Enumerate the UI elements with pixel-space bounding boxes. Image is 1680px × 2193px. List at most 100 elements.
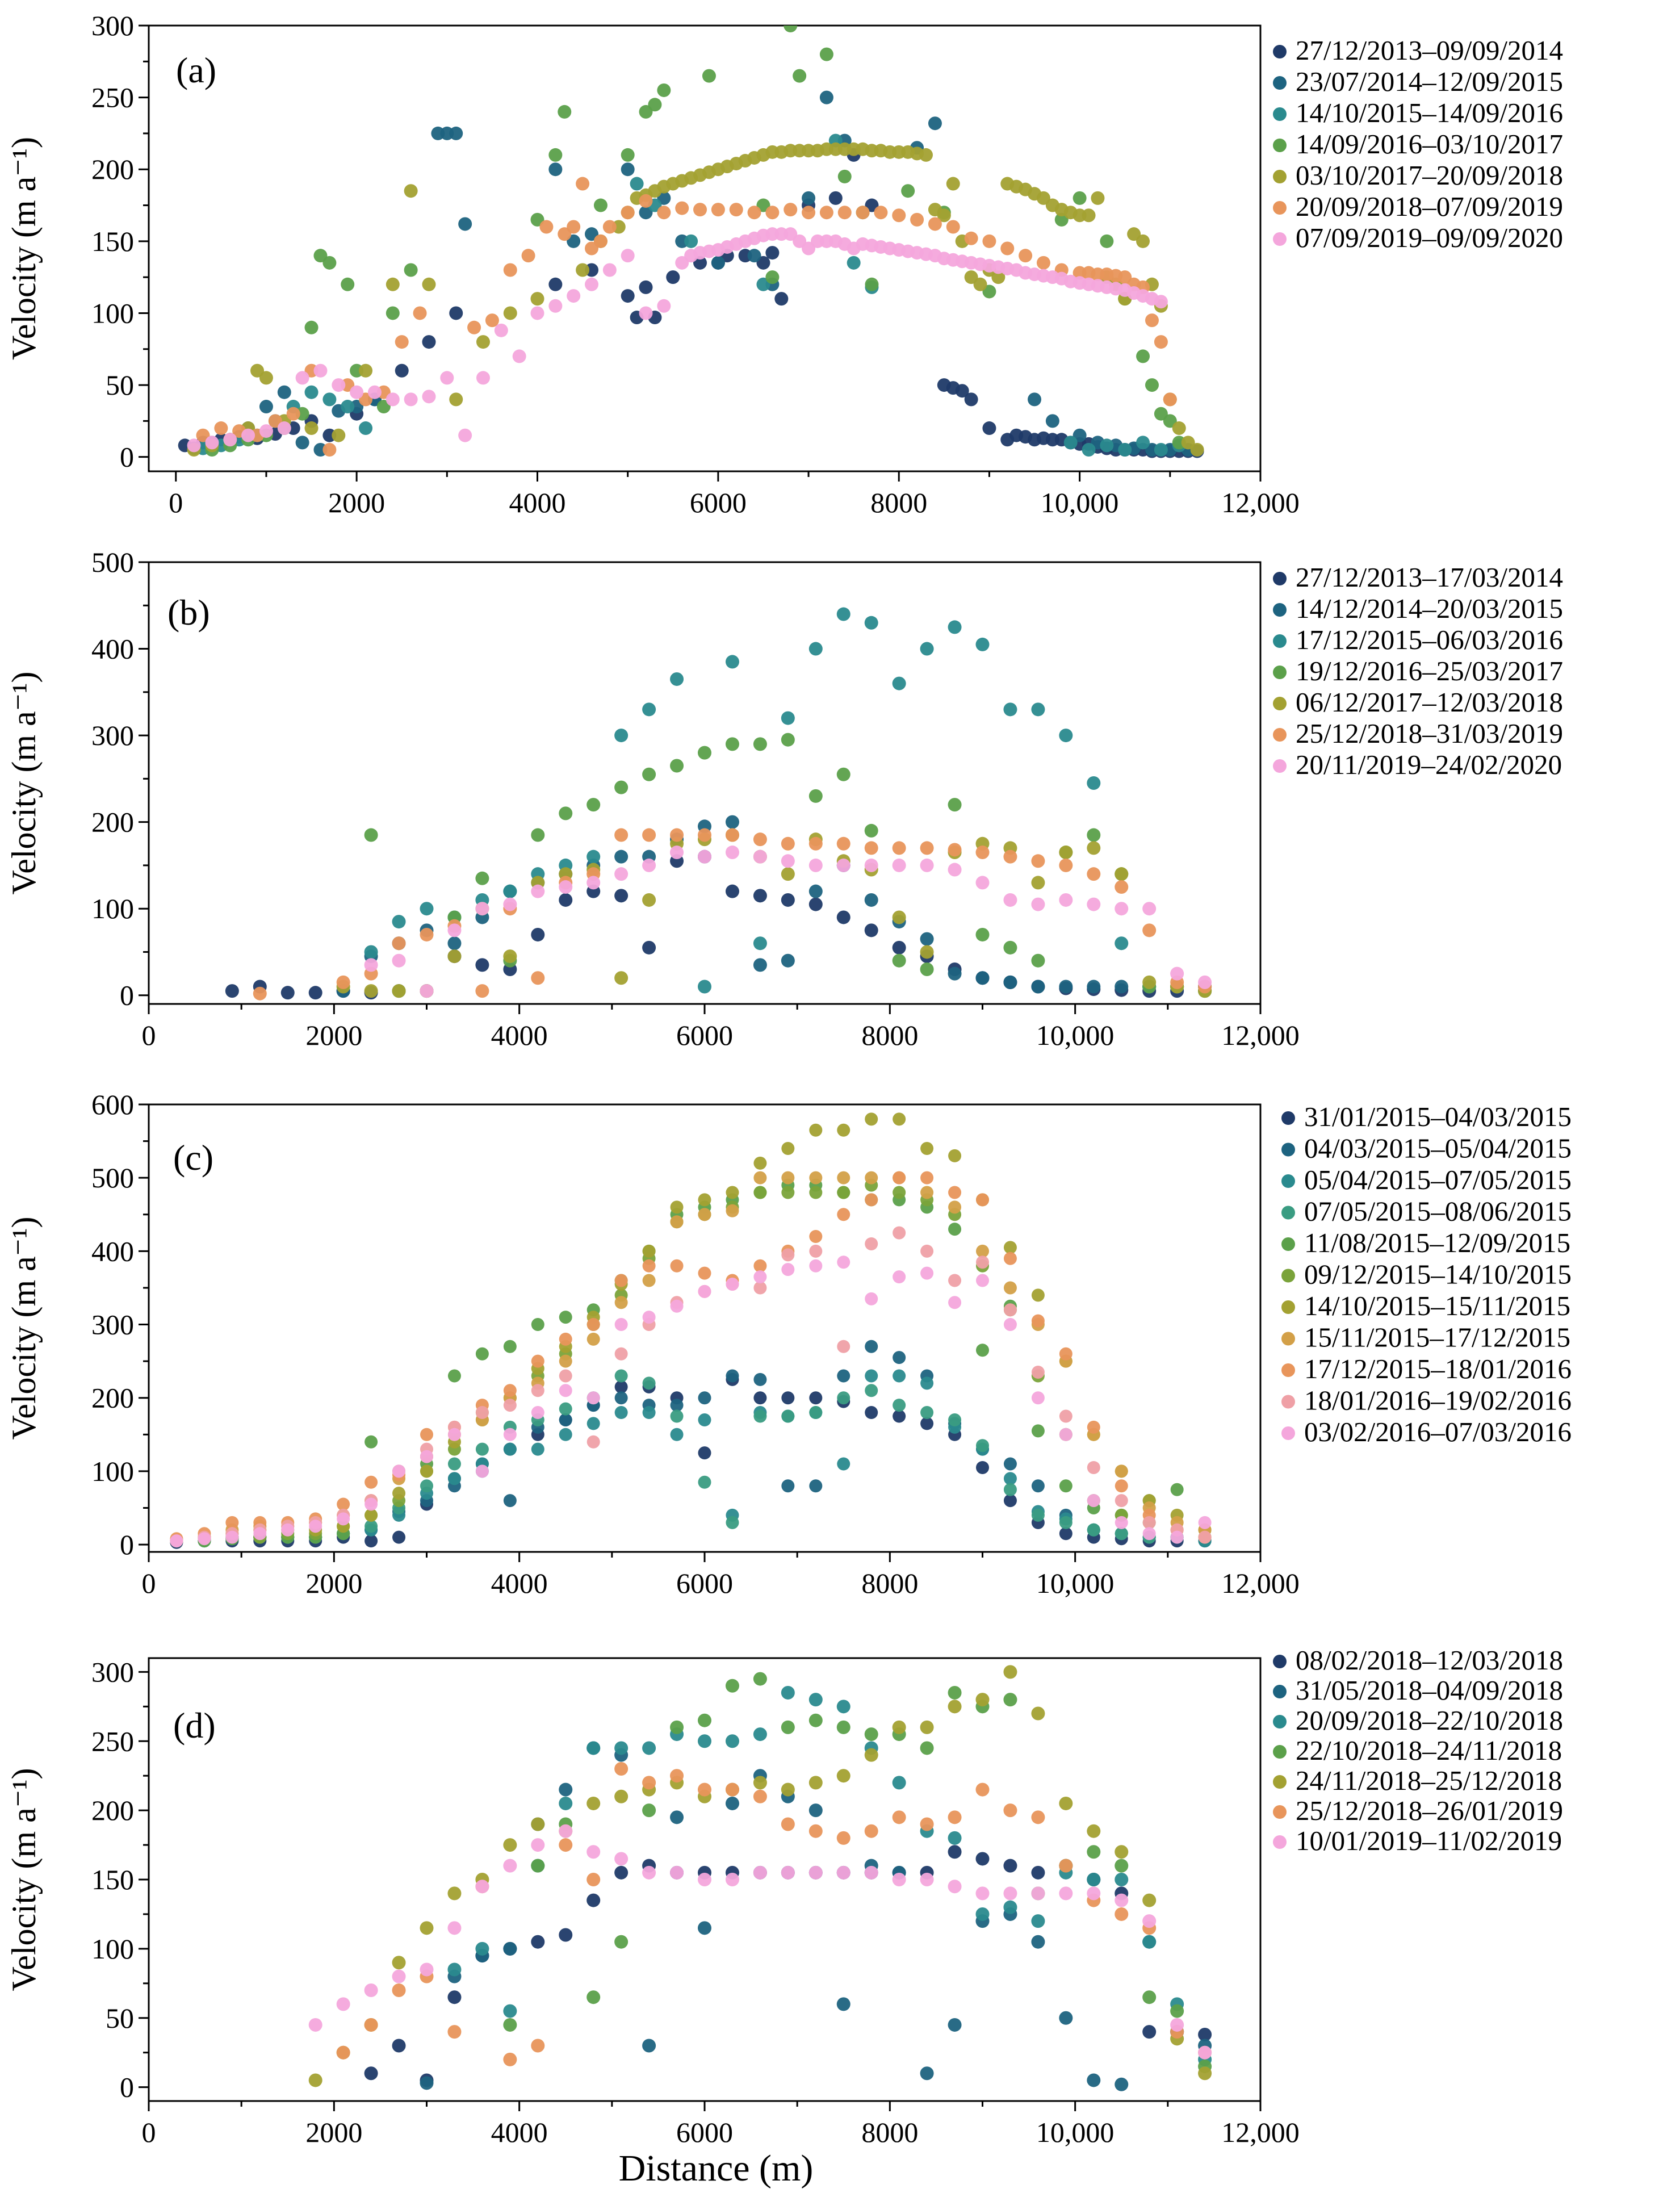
data-point-series-1 (614, 1865, 629, 1880)
data-point-series-7 (621, 249, 635, 263)
legend-marker (1273, 1655, 1287, 1668)
data-point-series-7 (698, 1873, 711, 1886)
legend-label: 07/09/2019–09/09/2020 (1296, 222, 1563, 253)
data-point-series-5 (1091, 191, 1105, 205)
data-point-series-7 (975, 876, 990, 890)
data-point-series-7 (404, 392, 418, 407)
data-point-series-10 (837, 1340, 851, 1353)
data-point-series-5 (919, 148, 933, 162)
x-tick-label: 4000 (491, 1567, 548, 1599)
data-point-series-7 (531, 884, 545, 898)
data-point-series-2 (809, 1479, 823, 1493)
data-point-series-7 (259, 424, 273, 438)
legend-label: 04/03/2015–05/04/2015 (1304, 1133, 1572, 1164)
legend-label: 15/11/2015–17/12/2015 (1304, 1322, 1570, 1353)
data-point-series-3 (531, 1442, 544, 1456)
data-point-series-5 (422, 277, 436, 291)
data-point-series-4 (304, 320, 319, 334)
data-point-series-2 (559, 1782, 573, 1797)
data-point-series-6 (395, 335, 409, 349)
legend-entry: 20/09/2018–22/10/2018 (1273, 1705, 1563, 1736)
data-point-series-3 (975, 1907, 990, 1921)
data-point-series-7 (781, 1865, 795, 1880)
data-point-series-7 (670, 846, 684, 860)
data-point-series-6 (1059, 1859, 1073, 1873)
data-point-series-6 (874, 206, 888, 220)
data-point-series-6 (819, 206, 833, 220)
y-tick-label: 400 (91, 1235, 134, 1267)
data-point-series-5 (892, 910, 906, 924)
data-point-series-2 (920, 932, 934, 946)
data-point-series-6 (920, 841, 934, 855)
data-point-series-3 (503, 884, 517, 898)
data-point-series-5 (946, 177, 960, 191)
data-point-series-2 (1003, 975, 1017, 989)
data-point-series-6 (946, 220, 960, 234)
data-point-series-9 (1087, 1420, 1100, 1434)
data-point-series-2 (1028, 392, 1042, 407)
data-point-series-5 (1142, 975, 1157, 989)
data-point-series-4 (808, 1713, 823, 1727)
data-point-series-2 (865, 1340, 878, 1353)
legend-marker (1273, 45, 1287, 58)
data-point-series-5 (332, 428, 346, 442)
data-point-series-11 (281, 1523, 295, 1537)
data-point-series-1 (392, 1530, 406, 1544)
data-point-series-6 (928, 217, 942, 231)
data-point-series-1 (765, 246, 780, 260)
data-point-series-3 (447, 1962, 462, 1977)
data-point-series-7 (893, 1112, 906, 1126)
data-point-series-7 (948, 1149, 962, 1162)
data-point-series-7 (1198, 2045, 1212, 2060)
data-point-series-6 (784, 203, 798, 217)
data-point-series-4 (836, 767, 851, 781)
legend-entry: 19/12/2016–25/03/2017 (1273, 655, 1563, 687)
y-tick-label: 200 (91, 153, 134, 185)
data-point-series-5 (364, 984, 378, 998)
data-point-series-9 (1059, 1347, 1072, 1361)
data-point-series-6 (614, 1762, 629, 1776)
x-tick-label: 6000 (676, 2116, 733, 2148)
chart-panel-b: 0 2000 4000 6000 8000 10,000 12,000 0 100 200 300 4… (5, 546, 1563, 1051)
data-point-series-5 (447, 1369, 461, 1383)
data-point-series-7 (1170, 2018, 1184, 2032)
data-point-series-6 (982, 234, 996, 248)
data-point-series-4 (586, 1990, 601, 2004)
data-point-series-5 (503, 949, 517, 964)
data-point-series-2 (449, 126, 463, 140)
data-point-series-7 (670, 1865, 684, 1880)
data-point-series-6 (521, 249, 535, 263)
data-point-series-5 (948, 1223, 962, 1236)
data-point-series-7 (698, 849, 711, 864)
data-point-series-5 (642, 893, 656, 907)
data-point-series-7 (364, 958, 378, 972)
y-tick-label: 50 (106, 369, 134, 401)
data-point-series-6 (781, 836, 795, 851)
y-tick-label: 0 (120, 441, 134, 473)
data-point-series-7 (920, 1873, 934, 1886)
data-point-series-4 (648, 98, 662, 112)
data-point-series-8 (920, 1186, 934, 1199)
data-point-series-7 (614, 867, 629, 881)
data-point-series-7 (1154, 295, 1168, 309)
data-point-series-4 (531, 1859, 545, 1873)
data-point-series-3 (847, 256, 861, 270)
data-point-series-9 (865, 1193, 878, 1207)
legend-marker (1273, 1685, 1287, 1698)
legend-label: 17/12/2015–18/01/2016 (1304, 1353, 1572, 1384)
data-point-series-10 (781, 1248, 795, 1262)
data-point-series-3 (698, 1734, 711, 1748)
data-point-series-6 (621, 206, 635, 220)
data-point-series-3 (1003, 1900, 1017, 1914)
data-point-series-7 (1198, 975, 1212, 989)
data-point-series-7 (475, 902, 489, 916)
data-point-series-7 (308, 2018, 322, 2032)
data-point-series-5 (1142, 1893, 1157, 1907)
data-point-series-7 (386, 392, 400, 407)
legend-marker (1273, 170, 1287, 183)
data-point-series-5 (892, 1720, 906, 1734)
data-point-series-9 (1115, 1479, 1128, 1493)
data-point-series-1 (614, 1380, 628, 1393)
data-point-series-5 (1031, 1424, 1045, 1438)
data-point-series-11 (781, 1263, 795, 1277)
